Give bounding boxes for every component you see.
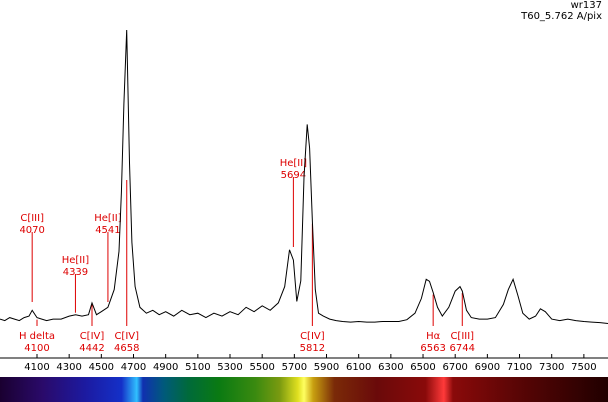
annotation-label: 4339: [63, 267, 88, 278]
x-tick-label: 7500: [571, 362, 596, 373]
annotation-label: C[IV]: [114, 331, 139, 342]
annotation-label: 6563: [420, 343, 445, 354]
line-annotation: C[III]4070: [19, 213, 45, 302]
x-tick-label: 6700: [442, 362, 467, 373]
color-spectrum-strip: [0, 377, 608, 402]
x-tick-label: 5900: [314, 362, 339, 373]
x-tick-label: 6500: [410, 362, 435, 373]
annotation-label: 4070: [19, 225, 44, 236]
line-annotation: He[II]5694: [280, 158, 307, 247]
line-annotation: C[III]6744: [450, 293, 475, 354]
object-name: wr137: [570, 0, 602, 11]
x-tick-label: 5700: [282, 362, 307, 373]
annotation-label: H delta: [19, 331, 55, 342]
annotation-label: C[IV]: [80, 331, 105, 342]
annotation-label: He[II]: [94, 213, 121, 224]
annotation-label: He[II]: [62, 255, 89, 266]
instrument-setup: T60_5.762 A/pix: [521, 11, 602, 22]
annotation-label: 4100: [24, 343, 49, 354]
x-axis: [0, 354, 608, 359]
x-tick-label: 7100: [507, 362, 532, 373]
line-annotation: C[IV]4442: [79, 304, 105, 354]
annotation-label: 4541: [95, 225, 120, 236]
annotation-label: 4658: [114, 343, 139, 354]
annotation-label: 4442: [79, 343, 104, 354]
annotation-label: C[IV]: [300, 331, 325, 342]
annotation-label: 5694: [281, 170, 306, 181]
x-tick-label: 4300: [56, 362, 81, 373]
annotation-label: 5812: [300, 343, 325, 354]
spectrum-line: [0, 29, 608, 324]
x-tick-label: 5500: [249, 362, 274, 373]
x-tick-labels: 4100 4300 4500 4700 4900 5100 5300 5500 5700 5900…: [24, 362, 596, 373]
annotation-label: Hα: [426, 331, 441, 342]
x-tick-label: 4500: [89, 362, 114, 373]
annotation-label: 6744: [450, 343, 475, 354]
x-tick-label: 6900: [475, 362, 500, 373]
x-tick-label: 4100: [24, 362, 49, 373]
line-annotation: C[IV]4658: [114, 180, 139, 354]
x-tick-label: 6100: [346, 362, 371, 373]
x-tick-label: 5100: [185, 362, 210, 373]
x-tick-label: 4900: [153, 362, 178, 373]
x-tick-label: 6300: [378, 362, 403, 373]
line-annotation: He[II]4541: [94, 213, 122, 302]
x-tick-label: 4700: [121, 362, 146, 373]
x-tick-label: 5300: [217, 362, 242, 373]
line-annotation: C[IV]5812: [300, 223, 325, 354]
annotation-label: C[III]: [20, 213, 44, 224]
annotation-label: He[II]: [280, 158, 307, 169]
annotation-label: C[III]: [450, 331, 474, 342]
line-annotation: He[II]4339: [62, 255, 89, 313]
x-tick-label: 7300: [539, 362, 564, 373]
